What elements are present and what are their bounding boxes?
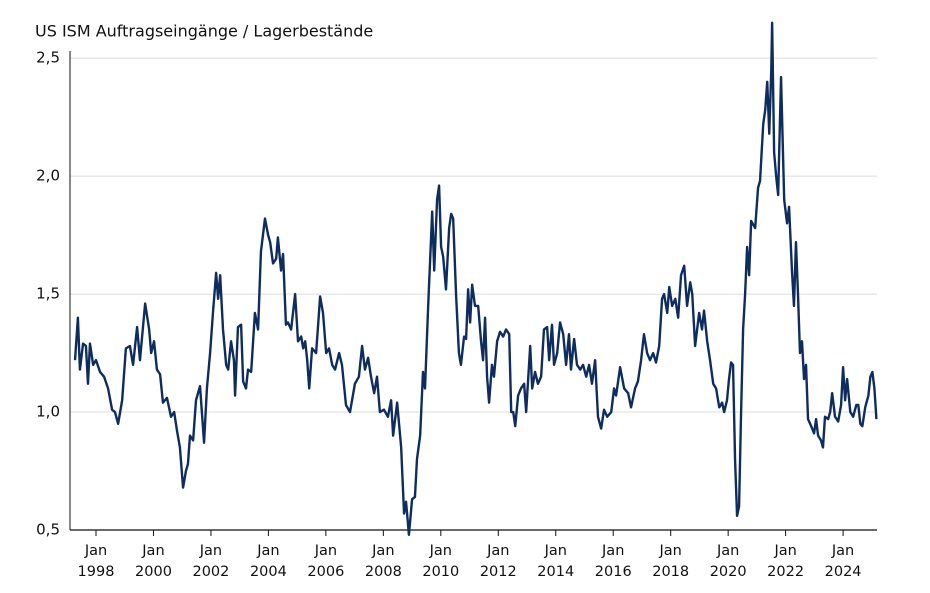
x-tick-label: Jan 2024 [824,543,862,580]
chart-title: US ISM Auftragseingänge / Lagerbestände [35,22,373,41]
x-tick-label: Jan 2004 [249,543,287,580]
x-tick-label: Jan 2000 [135,543,172,580]
line-series [73,21,878,536]
x-tick-label: Jan 2012 [479,543,517,580]
y-tick-label: 2,5 [36,49,60,67]
x-tick-label: Jan 2010 [422,543,460,580]
x-tick-label: Jan 2022 [767,543,805,580]
x-tick-label: Jan 2014 [537,543,575,580]
x-tick-label: Jan 1998 [77,543,115,580]
x-tick-label: Jan 2018 [652,543,690,580]
y-tick-label: 0,5 [36,521,60,539]
x-tick-label: Jan 2006 [307,543,345,580]
y-tick-label: 1,0 [36,403,60,421]
x-tick-label: Jan 2020 [709,543,747,580]
y-tick-label: 2,0 [36,167,60,185]
x-tick-label: Jan 2002 [192,543,230,580]
y-tick-label: 1,5 [36,285,60,303]
x-tick-label: Jan 2008 [364,543,402,580]
x-tick-label: Jan 2016 [594,543,632,580]
